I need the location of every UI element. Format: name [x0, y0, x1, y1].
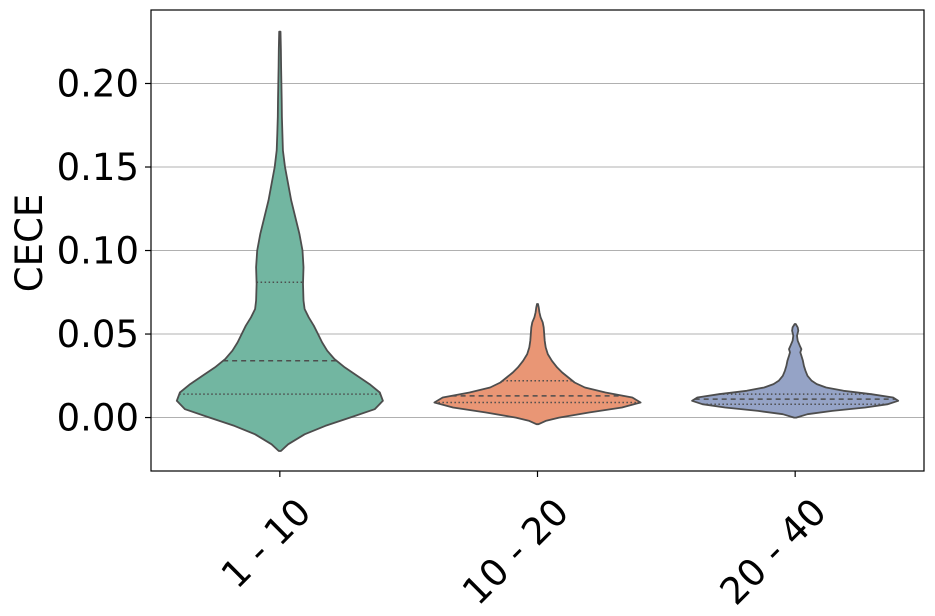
y-tick-label: 0.20 — [57, 62, 139, 105]
x-tick-label: 10 - 20 — [454, 490, 577, 613]
y-tick-label: 0.15 — [57, 146, 139, 189]
y-tick-label: 0.05 — [57, 313, 139, 356]
violin-1 — [175, 30, 384, 452]
y-tick-label: 0.10 — [57, 230, 139, 273]
y-axis-label: CECE — [8, 194, 51, 292]
x-axis-ticks: 1 - 10 10 - 20 20 - 40 — [213, 471, 835, 613]
violins — [175, 30, 900, 452]
violin-body — [175, 30, 384, 452]
violin-3 — [691, 323, 900, 419]
y-tick-label: 0.00 — [57, 397, 139, 440]
y-axis-ticks: 0.00 0.05 0.10 0.15 0.20 — [57, 62, 151, 440]
violin-2 — [433, 303, 642, 426]
x-tick-label: 1 - 10 — [213, 490, 319, 596]
x-tick-label: 20 - 40 — [712, 490, 835, 613]
violin-body — [433, 303, 642, 426]
